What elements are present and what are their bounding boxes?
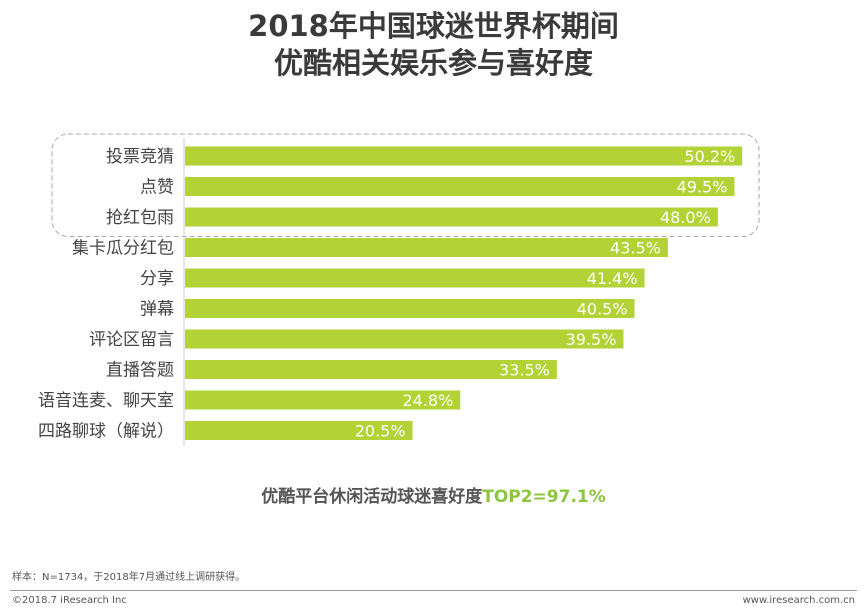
category-label: 抢红包雨 (106, 208, 174, 228)
bar (185, 299, 635, 318)
bar (185, 329, 624, 349)
value-label: 24.8% (402, 391, 453, 410)
category-label: 集卡瓜分红包 (72, 239, 174, 259)
chart-title-line-1: 2018年中国球迷世界杯期间 (248, 9, 619, 43)
category-label: 直播答题 (106, 361, 174, 381)
bar (185, 360, 557, 379)
bar (185, 421, 413, 440)
chart-title: 2018年中国球迷世界杯期间 优酷相关娱乐参与喜好度 (0, 8, 867, 82)
summary-text: 优酷平台休闲活动球迷喜好度TOP2=97.1% (0, 482, 867, 507)
category-label: 点赞 (140, 178, 174, 198)
value-label: 39.5% (566, 330, 617, 349)
category-label: 评论区留言 (89, 330, 174, 350)
value-label: 41.4% (587, 269, 638, 288)
category-label: 四路聊球（解说） (38, 422, 174, 442)
value-label: 49.5% (677, 178, 728, 197)
value-label: 33.5% (499, 361, 550, 380)
chart-title-line-2: 优酷相关娱乐参与喜好度 (273, 46, 593, 80)
category-label: 投票竞猜 (106, 147, 174, 167)
bar (185, 238, 668, 257)
value-label: 48.0% (660, 208, 711, 227)
value-label: 20.5% (355, 422, 406, 441)
highlight-box (51, 133, 760, 237)
website: www.iresearch.com.cn (742, 595, 855, 606)
value-label: 50.2% (684, 147, 735, 166)
bar-chart: 投票竞猜 50.2% 点赞 49.5% 抢红包雨 48.0% 集卡瓜分红包 43.5% 分享 41… (38, 133, 760, 446)
sample-note: 样本：N=1734，于2018年7月通过线上调研获得。 (12, 572, 246, 583)
footer-divider (10, 590, 857, 591)
bar (185, 268, 645, 288)
category-label: 语音连麦、聊天室 (38, 391, 174, 411)
value-label: 43.5% (610, 239, 661, 258)
bar (185, 207, 718, 227)
category-label: 弹幕 (140, 300, 174, 320)
bar (185, 146, 743, 166)
copyright: ©2018.7 iResearch Inc (12, 595, 127, 606)
summary-highlight: TOP2=97.1% (482, 487, 606, 507)
bar (185, 390, 461, 410)
summary-label: 优酷平台休闲活动球迷喜好度 (261, 487, 483, 507)
value-label: 40.5% (577, 300, 628, 319)
category-label: 分享 (140, 269, 174, 289)
bar (185, 177, 735, 196)
